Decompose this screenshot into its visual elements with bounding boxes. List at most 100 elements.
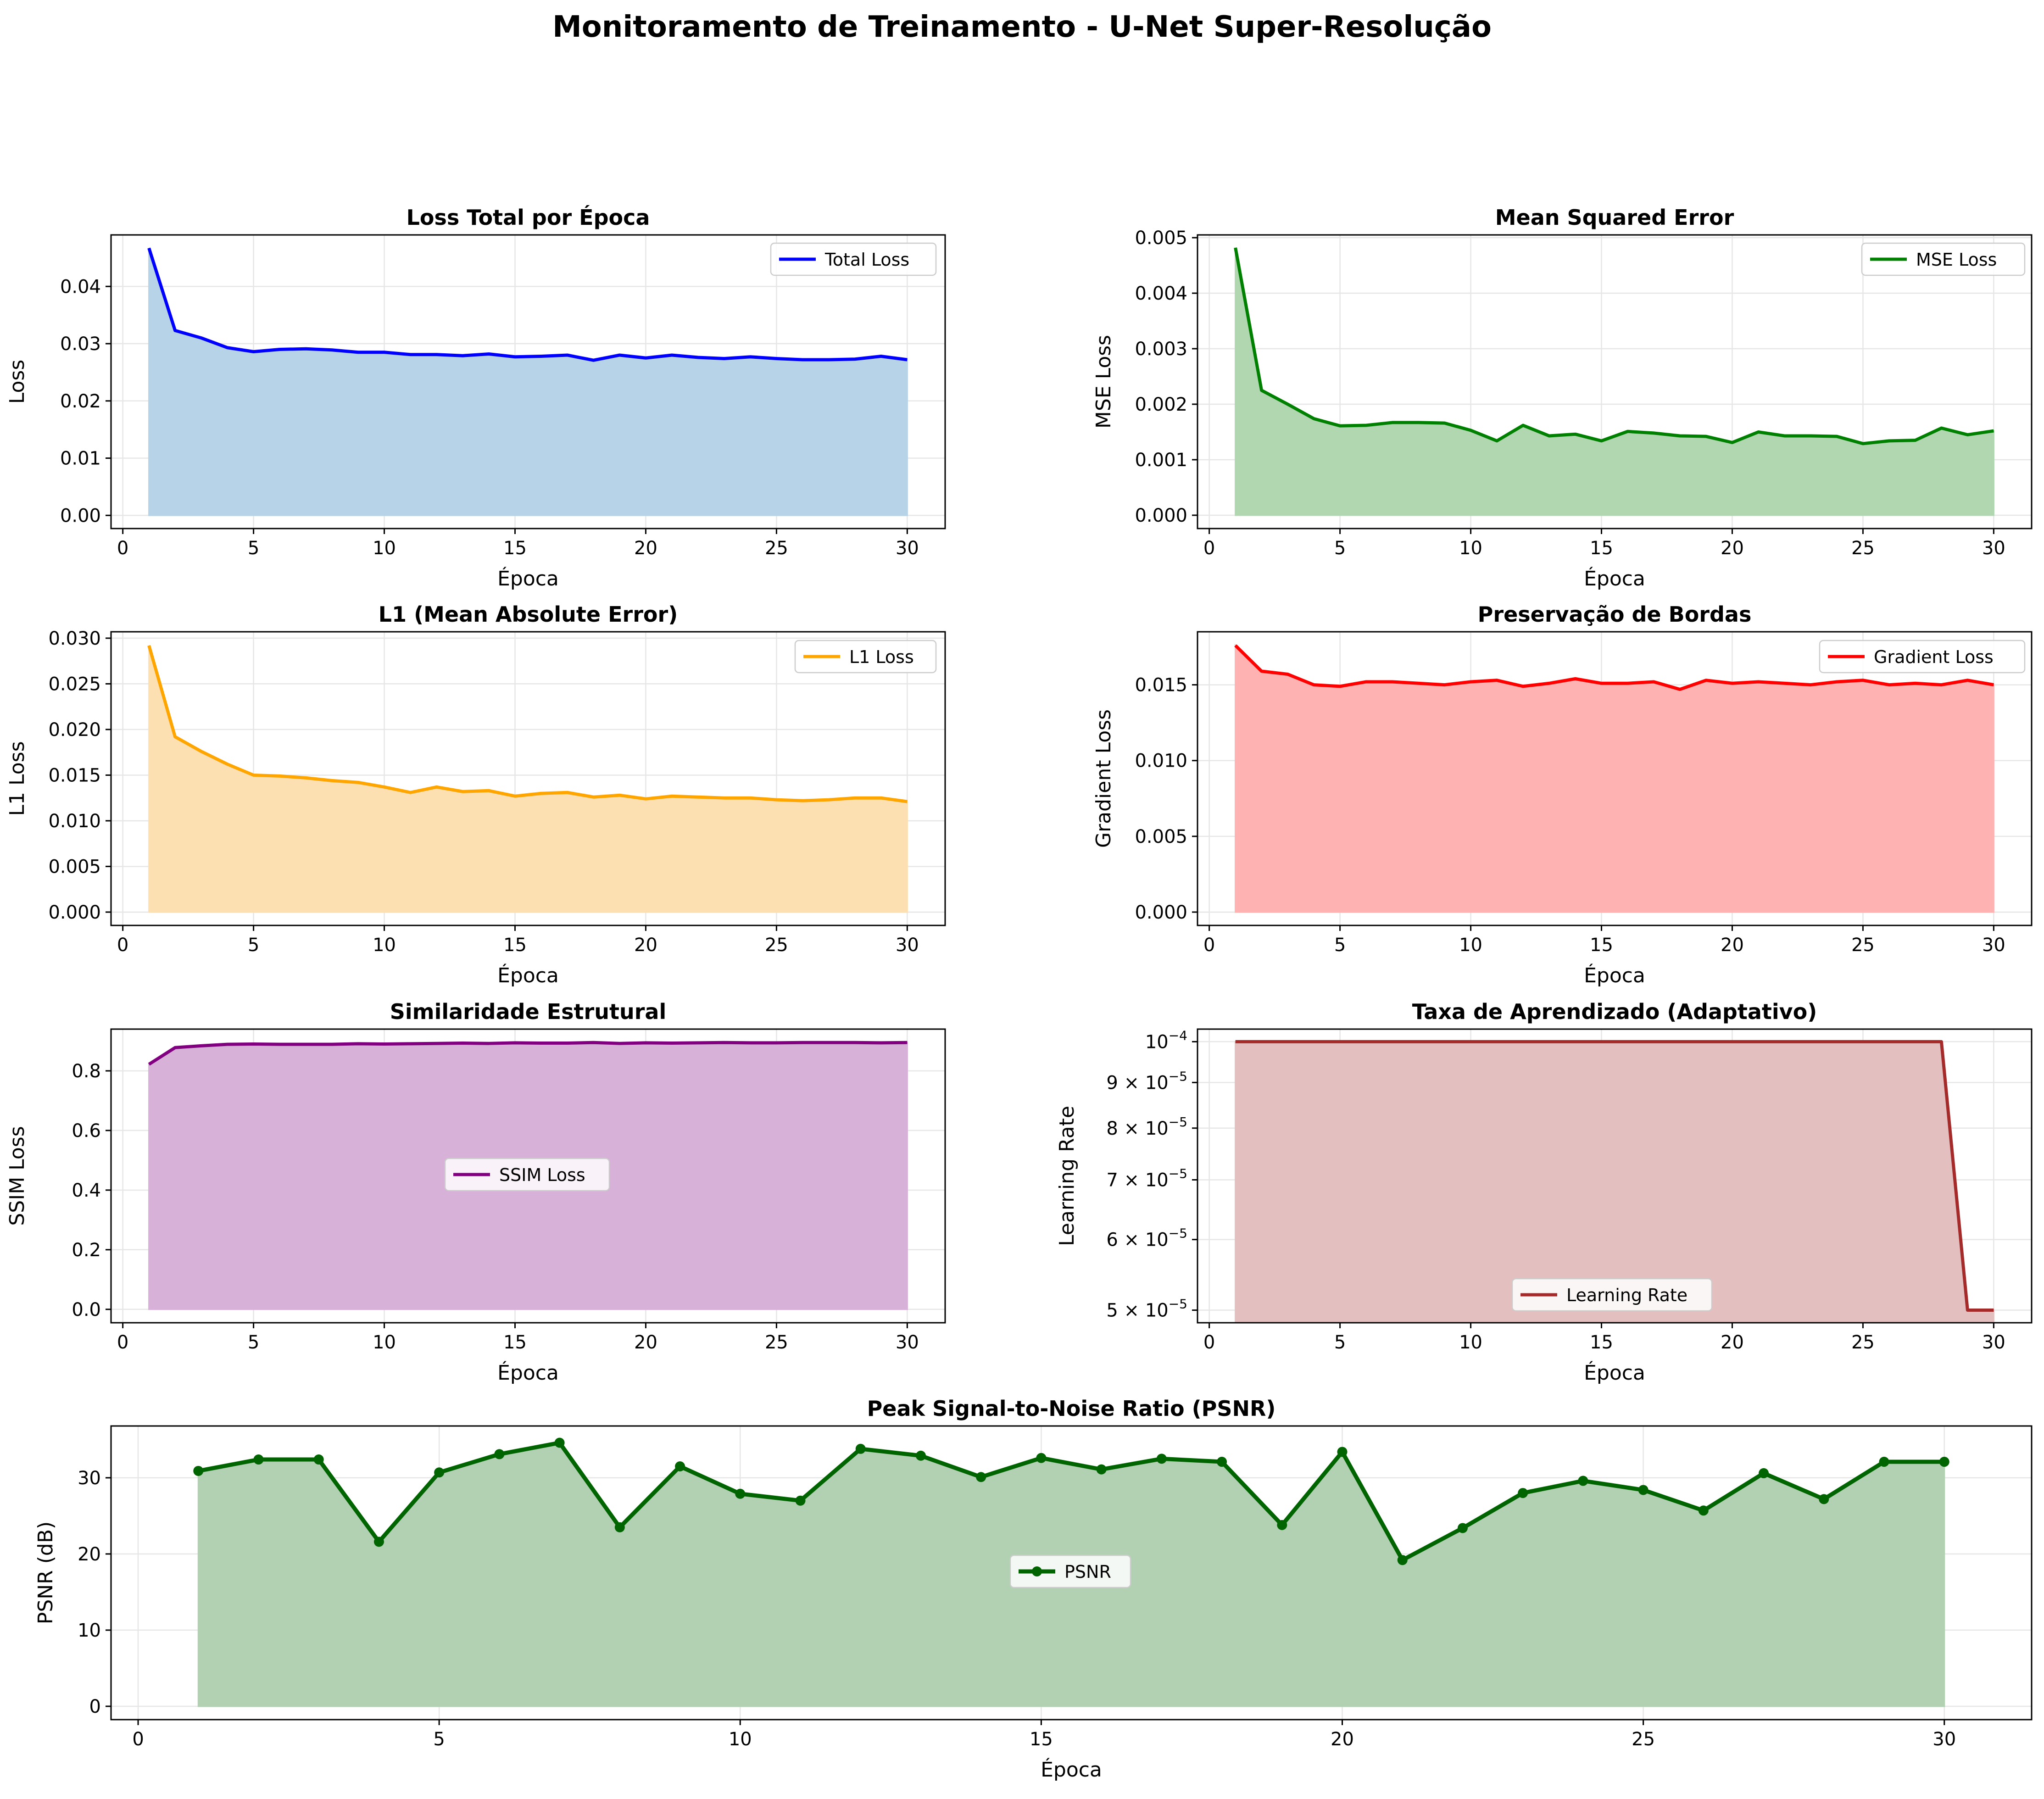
data-point xyxy=(1518,1488,1528,1498)
x-tick-label: 5 xyxy=(433,1729,445,1750)
legend-marker xyxy=(1032,1566,1042,1576)
y-tick-label: 0.015 xyxy=(48,765,101,786)
series-line-ssim xyxy=(148,1041,908,1066)
area-mse xyxy=(1235,247,1994,516)
x-tick-label: 30 xyxy=(1982,935,2005,956)
axes-frame-lr xyxy=(1197,1028,2033,1324)
legend-label: Learning Rate xyxy=(1566,1285,1688,1305)
x-tick-label: 5 xyxy=(248,1332,259,1353)
y-tick-label: 30 xyxy=(78,1468,101,1489)
y-tick-label: 0.03 xyxy=(60,334,101,355)
data-point xyxy=(795,1495,806,1506)
x-tick-label: 25 xyxy=(1851,1332,1875,1353)
chart-l1: 0 5 10 15 20 25 30 0.000 0.005 0.010 0.015 0.020 0.0… xyxy=(6,602,946,987)
axes-frame-grad xyxy=(1197,631,2033,926)
x-tick-label: 25 xyxy=(1851,935,1875,956)
data-point xyxy=(735,1488,746,1499)
x-tick-label: 15 xyxy=(1590,538,1613,559)
y-tick-label: 0.000 xyxy=(48,902,101,923)
y-tick-label: 0.01 xyxy=(60,448,101,469)
x-tick-label: 5 xyxy=(1334,538,1346,559)
y-tick-label: 6 × 10−5 xyxy=(1106,1226,1187,1251)
data-point xyxy=(1217,1457,1227,1467)
data-point xyxy=(1638,1485,1649,1495)
x-axis-label-psnr: Época xyxy=(1041,1757,1102,1782)
data-point xyxy=(915,1450,926,1461)
x-tick-label: 30 xyxy=(1982,538,2005,559)
y-tick-label: 0.0 xyxy=(72,1299,101,1320)
y-axis-label-mse: MSE Loss xyxy=(1092,335,1115,429)
x-tick-label: 10 xyxy=(373,1332,396,1353)
chart-lr: 0 5 10 15 20 25 30 10−4 9 × 10−5 8 × 10−5 7 × 10−5… xyxy=(1055,999,2033,1385)
y-axis-label-ssim: SSIM Loss xyxy=(6,1126,29,1225)
x-tick-label: 25 xyxy=(765,935,788,956)
legend-box xyxy=(794,640,937,674)
x-tick-label: 5 xyxy=(1334,935,1346,956)
y-tick-label: 0.015 xyxy=(1135,675,1187,696)
y-tick-label: 0.025 xyxy=(48,674,101,695)
x-tick-label: 20 xyxy=(1331,1729,1354,1750)
data-point xyxy=(976,1472,986,1482)
axes-frame-total xyxy=(110,234,946,529)
legend-label: Total Loss xyxy=(824,250,909,270)
chart-title-l1: L1 (Mean Absolute Error) xyxy=(379,602,678,627)
x-tick-label: 20 xyxy=(634,538,657,559)
x-tick-label: 0 xyxy=(1203,538,1215,559)
area-l1 xyxy=(148,645,908,913)
legend-box xyxy=(444,1158,610,1192)
x-tick-label: 10 xyxy=(373,538,396,559)
x-axis-label-total: Época xyxy=(497,566,559,590)
data-point xyxy=(193,1465,204,1476)
series-line-total xyxy=(147,247,908,362)
x-tick-label: 20 xyxy=(1721,538,1744,559)
y-tick-label: 5 × 10−5 xyxy=(1106,1297,1187,1321)
y-tick-label: 0.02 xyxy=(60,391,101,412)
legend-box xyxy=(1861,242,2026,276)
figure-title: Monitoramento de Treinamento - U-Net Sup… xyxy=(552,10,1492,44)
y-axis-label-psnr: PSNR (dB) xyxy=(34,1521,57,1624)
data-point xyxy=(253,1454,264,1465)
y-tick-label: 0.003 xyxy=(1135,339,1187,360)
x-tick-label: 0 xyxy=(117,538,128,559)
x-tick-label: 10 xyxy=(729,1729,752,1750)
data-point xyxy=(313,1454,324,1465)
data-point xyxy=(614,1522,625,1532)
y-axis-label-total: Loss xyxy=(6,360,29,404)
y-tick-label: 0.2 xyxy=(72,1240,101,1261)
x-tick-label: 15 xyxy=(1590,935,1613,956)
data-point xyxy=(1819,1494,1829,1504)
axes-frame-psnr xyxy=(110,1425,2033,1721)
data-point xyxy=(373,1537,384,1547)
y-tick-label: 8 × 10−5 xyxy=(1106,1114,1187,1139)
y-tick-label: 0.001 xyxy=(1135,450,1187,471)
x-tick-label: 20 xyxy=(1721,935,1744,956)
axes-frame-ssim xyxy=(110,1028,946,1324)
y-tick-label: 0.010 xyxy=(1135,751,1187,772)
y-tick-label: 0.4 xyxy=(72,1180,101,1201)
x-axis-label-mse: Época xyxy=(1584,566,1645,590)
chart-title-grad: Preservação de Bordas xyxy=(1478,602,1752,627)
data-point xyxy=(1337,1447,1348,1457)
data-point xyxy=(1939,1457,1949,1467)
data-point xyxy=(1156,1454,1167,1464)
y-tick-label: 0.005 xyxy=(1135,228,1187,249)
y-tick-label: 0.000 xyxy=(1135,902,1187,923)
legend-mse: MSE Loss xyxy=(1861,242,2026,276)
y-tick-label: 0.004 xyxy=(1135,283,1187,304)
y-tick-label: 0.020 xyxy=(48,719,101,741)
chart-title-ssim: Similaridade Estrutural xyxy=(390,999,666,1024)
data-point xyxy=(1036,1453,1047,1463)
x-axis-label-ssim: Época xyxy=(497,1360,559,1385)
x-tick-label: 10 xyxy=(1459,1332,1482,1353)
x-tick-label: 0 xyxy=(132,1729,144,1750)
x-tick-label: 15 xyxy=(503,538,527,559)
legend-grad: Gradient Loss xyxy=(1819,640,2026,674)
x-tick-label: 25 xyxy=(765,538,788,559)
y-tick-label: 0 xyxy=(89,1696,101,1717)
x-tick-label: 5 xyxy=(248,935,259,956)
legend-label: Gradient Loss xyxy=(1874,647,1994,667)
x-tick-label: 5 xyxy=(1334,1332,1346,1353)
x-axis-label-lr: Época xyxy=(1584,1360,1645,1385)
y-tick-label: 9 × 10−5 xyxy=(1106,1069,1187,1093)
